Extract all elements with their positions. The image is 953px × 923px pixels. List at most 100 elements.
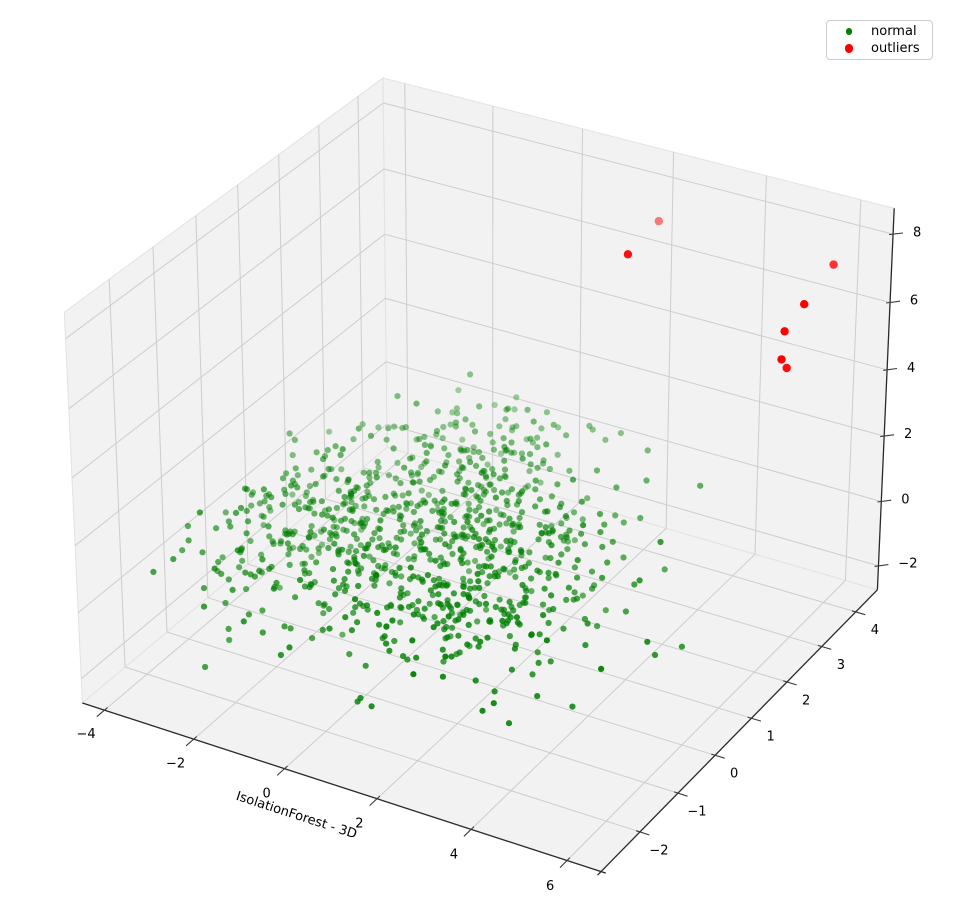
grid-line: [383, 102, 894, 235]
scatter-point-normal: [324, 447, 331, 454]
scatter-point-normal: [243, 486, 250, 493]
scatter-point-normal: [508, 439, 515, 446]
scatter-point-normal: [535, 659, 542, 667]
scatter-point-normal: [259, 607, 266, 614]
scatter-point-normal: [475, 482, 482, 489]
scatter-point-normal: [479, 454, 486, 461]
scatter-point-normal: [547, 658, 554, 665]
scatter-point-normal: [332, 591, 339, 598]
scatter-point-normal: [340, 501, 347, 508]
scatter-point-normal: [440, 658, 447, 665]
scatter-point-normal: [429, 507, 436, 514]
scatter-point-normal: [432, 536, 439, 543]
scatter-point-normal: [276, 584, 283, 591]
scatter-point-normal: [472, 635, 479, 642]
grid-line: [108, 279, 126, 668]
scatter-point-normal: [501, 457, 508, 464]
y-tick--1-label: −1: [687, 805, 706, 820]
scatter-point-normal: [416, 435, 423, 443]
scatter-point-normal: [462, 485, 469, 492]
scatter-point-normal: [390, 445, 397, 452]
scatter-point-normal: [499, 489, 506, 496]
scatter-point-normal: [225, 576, 232, 583]
scatter-point-normal: [371, 582, 378, 589]
scatter-point-normal: [487, 563, 494, 570]
scatter-point-normal: [418, 576, 426, 583]
scatter-point-normal: [313, 449, 320, 456]
scatter-point-normal: [411, 553, 418, 560]
scatter-point-normal: [260, 486, 267, 493]
y-tick--1-mark: [673, 791, 688, 797]
scatter-point-normal: [355, 425, 362, 432]
scatter-point-normal: [421, 441, 428, 448]
scatter-point-normal: [494, 573, 501, 580]
scatter-point-normal: [512, 573, 519, 581]
scatter-point-normal: [546, 465, 554, 473]
scatter-point-normal: [409, 637, 416, 644]
x-tick-0-mark: [276, 765, 288, 776]
scatter-point-normal: [245, 611, 252, 618]
scatter-point-normal: [357, 542, 364, 549]
scatter-point-normal: [366, 474, 373, 481]
y-tick-0-mark: [711, 753, 725, 759]
scatter-point-normal: [413, 436, 420, 443]
scatter-point-normal: [295, 506, 303, 513]
scatter-point-normal: [344, 559, 351, 566]
scatter-point-normal: [510, 607, 517, 614]
scatter-point-normal: [418, 487, 425, 494]
grid-line: [237, 184, 249, 565]
scatter-point-normal: [508, 666, 515, 673]
scatter-point-normal: [333, 504, 340, 512]
scatter-point-normal: [333, 533, 340, 540]
scatter-point-normal: [289, 491, 296, 498]
grid-line: [578, 128, 583, 504]
scatter-point-normal: [450, 590, 457, 597]
scatter-point-normal: [308, 553, 315, 561]
scatter-point-normal: [442, 653, 449, 660]
scatter-point-normal: [528, 631, 535, 638]
scatter-point-normal: [522, 594, 530, 601]
scatter-point-normal: [311, 510, 318, 517]
scatter-point-normal: [482, 536, 489, 543]
scatter-point-normal: [388, 568, 395, 576]
scatter-point-normal: [458, 464, 465, 471]
grid-line: [566, 580, 846, 861]
scatter-point-normal: [526, 549, 533, 556]
scatter-point-normal: [343, 527, 350, 534]
scatter-point-normal: [472, 507, 479, 514]
scatter-point-normal: [534, 464, 541, 471]
grid-line: [754, 175, 767, 555]
scatter-point-normal: [423, 449, 430, 456]
scatter-point-normal: [303, 489, 310, 496]
scatter-point-normal: [407, 564, 414, 571]
ticks-and-labels: −4 −2 0 2 4 6 −2 −1 0 1 2 3 4 −2 0 2 4 6 8: [77, 225, 922, 894]
scatter-point-normal: [529, 671, 536, 678]
scatter-point-normal: [472, 677, 479, 684]
scatter-point-normal: [360, 523, 367, 530]
scatter-point-normal: [589, 585, 596, 592]
scatter-point-normal: [338, 546, 346, 553]
scatter-point-normal: [548, 592, 555, 599]
scatter-point-normal: [569, 476, 577, 483]
scatter-point-normal: [491, 546, 498, 553]
scatter-point-normal: [477, 497, 484, 504]
scatter-point-normal: [540, 457, 547, 464]
scatter-point-normal: [460, 575, 467, 582]
scatter-point-normal: [643, 477, 650, 484]
scatter-point-normal: [382, 493, 389, 500]
scatter-point-normal: [459, 560, 466, 567]
scatter-point-normal: [403, 505, 410, 512]
scatter-point-normal: [426, 550, 433, 558]
scatter-point-normal: [418, 531, 426, 538]
scatter-point-normal: [491, 688, 498, 695]
scatter-point-normal: [283, 531, 291, 538]
scatter-point-normal: [573, 595, 581, 602]
scatter-point-normal: [472, 557, 479, 565]
scatter-point-normal: [360, 469, 367, 476]
scatter-point-normal: [391, 637, 398, 645]
scatter-point-normal: [465, 568, 473, 575]
scatter-point-normal: [532, 503, 539, 510]
scatter-point-normal: [289, 477, 296, 484]
scatter-point-normal: [332, 443, 339, 450]
scatter-point-normal: [341, 493, 348, 501]
